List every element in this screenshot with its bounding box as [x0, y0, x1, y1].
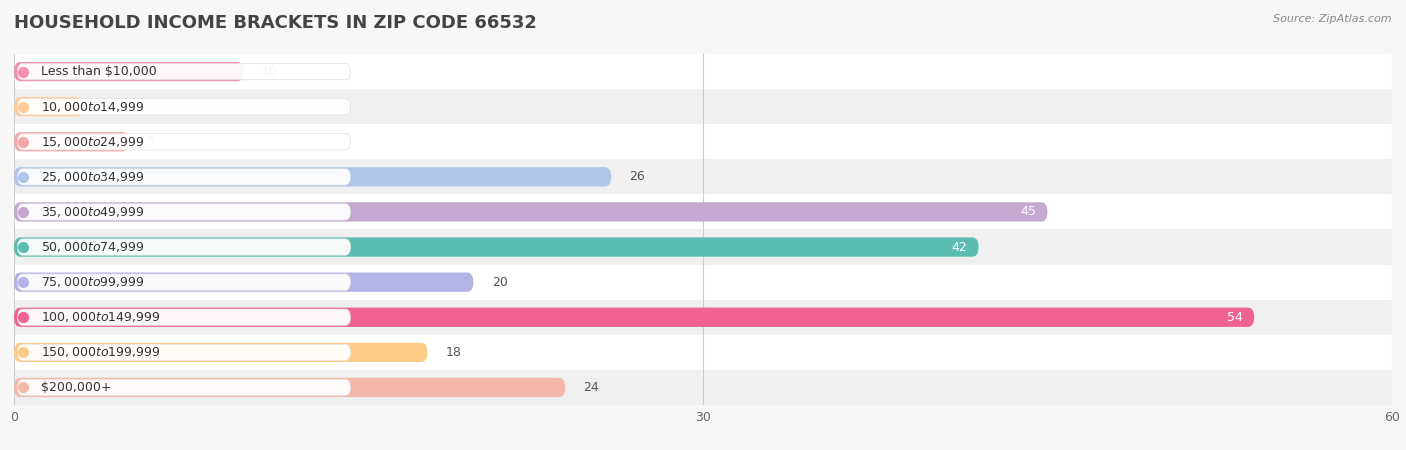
FancyBboxPatch shape: [17, 204, 350, 220]
FancyBboxPatch shape: [14, 124, 1392, 159]
FancyBboxPatch shape: [14, 273, 474, 292]
Text: 20: 20: [492, 276, 508, 288]
FancyBboxPatch shape: [14, 230, 1392, 265]
FancyBboxPatch shape: [14, 54, 1392, 89]
FancyBboxPatch shape: [14, 343, 427, 362]
FancyBboxPatch shape: [17, 63, 350, 80]
Text: Less than $10,000: Less than $10,000: [41, 65, 157, 78]
Text: Source: ZipAtlas.com: Source: ZipAtlas.com: [1274, 14, 1392, 23]
FancyBboxPatch shape: [14, 159, 1392, 194]
Text: $10,000 to $14,999: $10,000 to $14,999: [41, 99, 145, 114]
Text: $15,000 to $24,999: $15,000 to $24,999: [41, 135, 145, 149]
FancyBboxPatch shape: [17, 379, 350, 396]
FancyBboxPatch shape: [14, 300, 1392, 335]
Text: 10: 10: [262, 65, 278, 78]
FancyBboxPatch shape: [14, 308, 1254, 327]
Text: 3: 3: [101, 100, 110, 113]
FancyBboxPatch shape: [17, 239, 350, 255]
Text: $25,000 to $34,999: $25,000 to $34,999: [41, 170, 145, 184]
FancyBboxPatch shape: [14, 62, 243, 81]
FancyBboxPatch shape: [17, 134, 350, 150]
Text: HOUSEHOLD INCOME BRACKETS IN ZIP CODE 66532: HOUSEHOLD INCOME BRACKETS IN ZIP CODE 66…: [14, 14, 537, 32]
Text: 42: 42: [952, 241, 967, 253]
FancyBboxPatch shape: [14, 378, 565, 397]
FancyBboxPatch shape: [14, 97, 83, 116]
Text: 5: 5: [148, 135, 155, 148]
FancyBboxPatch shape: [14, 132, 129, 151]
Text: $150,000 to $199,999: $150,000 to $199,999: [41, 345, 160, 360]
Text: $50,000 to $74,999: $50,000 to $74,999: [41, 240, 145, 254]
FancyBboxPatch shape: [14, 89, 1392, 124]
FancyBboxPatch shape: [14, 202, 1047, 221]
FancyBboxPatch shape: [17, 274, 350, 290]
FancyBboxPatch shape: [17, 344, 350, 360]
FancyBboxPatch shape: [14, 238, 979, 256]
Text: 26: 26: [630, 171, 645, 183]
FancyBboxPatch shape: [14, 265, 1392, 300]
Text: 45: 45: [1021, 206, 1036, 218]
FancyBboxPatch shape: [14, 370, 1392, 405]
FancyBboxPatch shape: [14, 335, 1392, 370]
FancyBboxPatch shape: [14, 194, 1392, 230]
FancyBboxPatch shape: [17, 99, 350, 115]
Text: 18: 18: [446, 346, 461, 359]
Text: $35,000 to $49,999: $35,000 to $49,999: [41, 205, 145, 219]
Text: 54: 54: [1227, 311, 1243, 324]
Text: 24: 24: [583, 381, 599, 394]
FancyBboxPatch shape: [17, 169, 350, 185]
Text: $100,000 to $149,999: $100,000 to $149,999: [41, 310, 160, 324]
FancyBboxPatch shape: [17, 309, 350, 325]
FancyBboxPatch shape: [14, 167, 612, 186]
Text: $75,000 to $99,999: $75,000 to $99,999: [41, 275, 145, 289]
Text: $200,000+: $200,000+: [41, 381, 111, 394]
